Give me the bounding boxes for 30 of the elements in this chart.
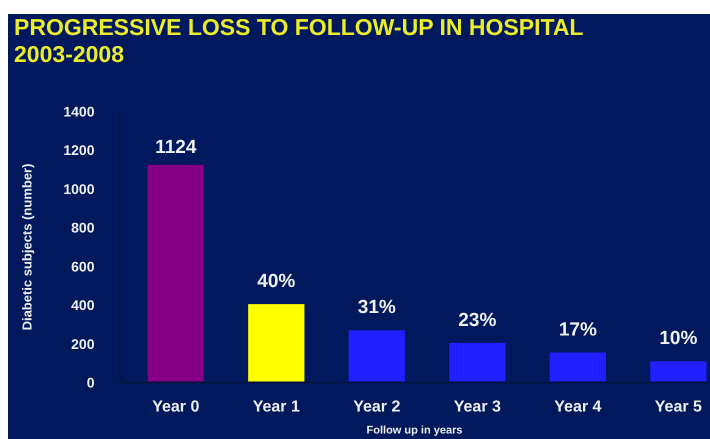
x-tick-label: Year 1 — [252, 398, 300, 416]
chart-title: PROGRESSIVE LOSS TO FOLLOW-UP IN HOSPITAL — [14, 14, 584, 40]
x-tick-label: Year 3 — [454, 398, 501, 416]
x-tick-label: Year 4 — [554, 398, 602, 416]
y-tick-label: 1000 — [63, 180, 95, 197]
data-label: 1124 — [155, 136, 197, 158]
y-axis-title: Diabetic subjects (number) — [19, 164, 34, 330]
y-tick-label: 800 — [71, 220, 95, 236]
annotation: 40% — [257, 271, 296, 292]
x-axis-title: Follow up in years — [366, 424, 462, 436]
annotation: 23% — [458, 310, 496, 331]
y-tick-label: 600 — [71, 258, 95, 274]
bar — [348, 330, 405, 382]
bar — [650, 361, 706, 382]
bar — [248, 304, 304, 382]
y-tick-label: 1200 — [63, 142, 95, 158]
annotation: 31% — [358, 297, 396, 318]
y-tick-label: 1400 — [63, 104, 95, 120]
bar — [148, 164, 204, 382]
bar — [449, 342, 506, 382]
y-tick-label: 0 — [86, 374, 95, 390]
bar — [550, 352, 606, 382]
chart-subtitle: 2003-2008 — [14, 40, 124, 68]
annotation: 10% — [659, 328, 698, 350]
y-tick-label: 400 — [71, 297, 95, 314]
x-tick-label: Year 0 — [152, 398, 200, 416]
y-tick-label: 200 — [71, 336, 95, 352]
x-tick-label: Year 5 — [654, 398, 702, 416]
annotation: 17% — [558, 319, 597, 340]
x-tick-label: Year 2 — [353, 398, 400, 416]
